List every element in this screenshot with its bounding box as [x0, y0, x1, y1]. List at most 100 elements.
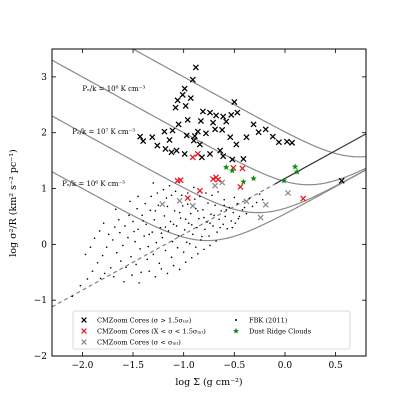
point-3-13	[127, 236, 129, 239]
point-1-11	[300, 195, 307, 202]
point-0-52	[168, 149, 175, 156]
x-axis-label: log Σ (g cm⁻²)	[175, 377, 242, 388]
plot-frame	[51, 48, 367, 357]
point-0-27	[181, 150, 188, 157]
point-3-32	[167, 230, 170, 232]
point-0-24	[154, 142, 161, 149]
point-3-132	[129, 200, 131, 203]
point-2-4	[219, 179, 226, 186]
point-0-32	[212, 126, 219, 133]
legend-label-3: Dust Ridge Clouds	[249, 327, 312, 335]
point-3-155	[170, 194, 173, 197]
point-3-131	[115, 208, 117, 210]
point-3-20	[143, 235, 145, 237]
point-3-123	[203, 248, 205, 251]
point-3-125	[215, 240, 217, 242]
point-3-77	[135, 263, 137, 266]
point-3-104	[205, 192, 207, 194]
point-3-102	[193, 186, 195, 189]
point-2-2	[189, 202, 196, 209]
point-3-146	[213, 214, 215, 217]
point-3-63	[230, 220, 233, 222]
point-1-7	[213, 174, 220, 181]
point-1-12	[184, 194, 191, 202]
point-3-25	[153, 219, 156, 221]
point-0-37	[250, 121, 257, 128]
point-0-0	[192, 64, 199, 71]
point-3-126	[84, 253, 87, 256]
x-tick-label: −1.0	[173, 361, 195, 371]
point-0-20	[161, 128, 168, 135]
point-3-16	[134, 240, 136, 243]
point-3-138	[166, 205, 169, 208]
point-3-99	[174, 190, 177, 193]
point-0-29	[191, 133, 198, 140]
legend-label-4: CMZoom Cores (σ < σᵢₙₜ)	[97, 338, 181, 346]
point-3-2	[86, 278, 89, 280]
point-3-10	[119, 231, 121, 234]
pressure-curve-1	[52, 59, 366, 186]
point-3-112	[131, 274, 133, 276]
point-3-81	[158, 262, 161, 265]
point-0-6	[182, 102, 189, 109]
point-3-64	[232, 211, 235, 214]
point-3-59	[222, 223, 224, 226]
point-3-139	[172, 223, 175, 226]
point-0-38	[255, 129, 262, 136]
point-1-1	[177, 177, 184, 184]
point-0-31	[202, 130, 210, 137]
point-3-19	[141, 214, 143, 217]
legend-marker-2	[81, 328, 87, 334]
point-3-62	[228, 206, 231, 209]
point-3-89	[107, 233, 110, 236]
point-3-14	[130, 255, 132, 258]
point-3-145	[209, 222, 211, 224]
point-0-40	[269, 133, 276, 140]
point-0-54	[338, 177, 345, 184]
point-3-66	[236, 202, 239, 205]
point-0-30	[194, 128, 201, 135]
data-points	[71, 64, 345, 298]
point-3-71	[251, 205, 254, 208]
point-3-84	[176, 246, 179, 249]
point-3-159	[223, 204, 225, 207]
point-0-26	[173, 147, 180, 154]
point-3-15	[132, 220, 134, 223]
point-3-80	[152, 253, 155, 256]
point-0-49	[198, 154, 205, 161]
point-3-68	[241, 208, 244, 211]
point-0-17	[184, 116, 191, 123]
point-3-35	[173, 210, 176, 212]
point-2-8	[284, 189, 292, 197]
curve-label-2: Pₑ/k = 10⁶ K cm⁻³	[62, 180, 125, 188]
point-3-148	[225, 208, 228, 211]
point-3-78	[140, 271, 142, 274]
point-3-108	[99, 277, 102, 280]
point-3-75	[120, 260, 122, 262]
point-3-4	[96, 261, 99, 264]
point-3-150	[237, 217, 240, 220]
point-3-109	[103, 272, 106, 275]
point-3-23	[149, 209, 152, 212]
point-4-2	[250, 175, 257, 182]
point-0-19	[169, 127, 176, 134]
point-0-23	[137, 133, 144, 140]
point-0-7	[172, 104, 179, 111]
y-tick-label: 2	[41, 129, 47, 139]
point-3-53	[210, 213, 212, 216]
point-3-76	[125, 266, 127, 269]
point-0-53	[166, 136, 173, 144]
point-1-10	[239, 165, 246, 172]
point-3-33	[169, 220, 172, 223]
point-3-79	[146, 258, 149, 261]
point-3-9	[116, 251, 118, 254]
point-0-41	[275, 139, 282, 146]
point-3-54	[212, 225, 214, 227]
point-3-72	[255, 201, 258, 204]
point-3-143	[197, 210, 199, 212]
legend-marker-1	[235, 319, 237, 321]
point-3-58	[220, 210, 222, 212]
point-3-116	[160, 268, 163, 270]
point-3-69	[245, 212, 248, 215]
point-0-12	[228, 111, 235, 118]
